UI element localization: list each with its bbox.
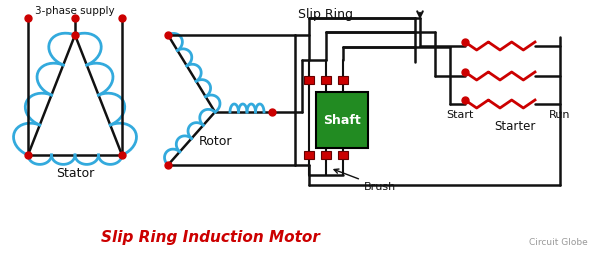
Text: Brush: Brush	[334, 169, 396, 192]
Bar	[338, 76, 348, 84]
Bar	[321, 151, 331, 159]
Text: Rotor: Rotor	[198, 135, 232, 148]
Bar	[338, 151, 348, 159]
Text: Slip Ring Induction Motor: Slip Ring Induction Motor	[101, 230, 319, 245]
Bar	[316, 92, 368, 148]
Text: Slip Ring: Slip Ring	[299, 8, 353, 21]
Text: Start: Start	[446, 110, 473, 120]
Text: Circuit Globe: Circuit Globe	[529, 238, 588, 247]
Bar	[321, 76, 331, 84]
Bar	[304, 151, 314, 159]
Text: Stator: Stator	[56, 167, 94, 180]
Text: Run: Run	[549, 110, 571, 120]
Text: 3-phase supply: 3-phase supply	[35, 6, 115, 16]
Bar	[304, 76, 314, 84]
Text: Starter: Starter	[494, 120, 536, 133]
Text: Shaft: Shaft	[323, 114, 361, 126]
